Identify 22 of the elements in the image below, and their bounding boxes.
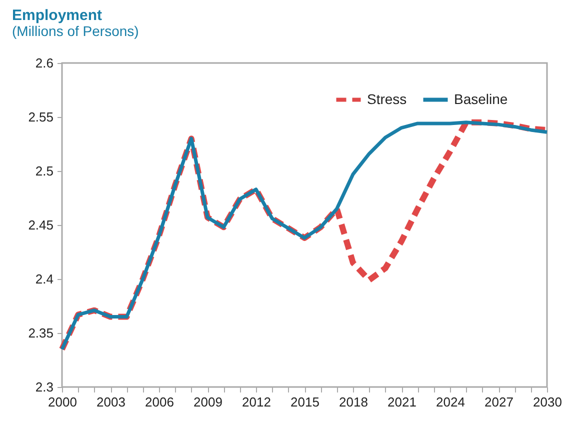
x-tick-label: 2027 [484, 394, 514, 410]
y-tick-label: 2.45 [28, 218, 54, 232]
x-tick-label: 2006 [145, 394, 174, 410]
x-tick-label: 2018 [339, 394, 368, 410]
y-tick-label: 2.6 [35, 56, 54, 70]
y-tick-label: 2.35 [28, 326, 54, 340]
y-tick-label: 2.55 [28, 110, 54, 124]
x-tick-label: 2003 [96, 394, 126, 410]
x-tick-label: 2015 [290, 394, 320, 410]
chart-title: Employment [12, 7, 102, 24]
x-tick-label: 2024 [436, 394, 465, 410]
chart-subtitle: (Millions of Persons) [12, 23, 139, 39]
x-tick-label: 2012 [242, 394, 271, 410]
y-tick-label: 2.5 [35, 164, 54, 178]
y-tick-label: 2.3 [35, 380, 54, 394]
y-tick-label: 2.4 [35, 272, 54, 286]
legend-label: Baseline [454, 90, 508, 107]
x-tick-label: 2009 [194, 394, 222, 410]
x-tick-label: 2000 [48, 394, 77, 410]
x-tick-label: 2030 [533, 394, 562, 410]
legend-label: Stress [367, 90, 407, 107]
x-tick-label: 2021 [388, 394, 416, 410]
